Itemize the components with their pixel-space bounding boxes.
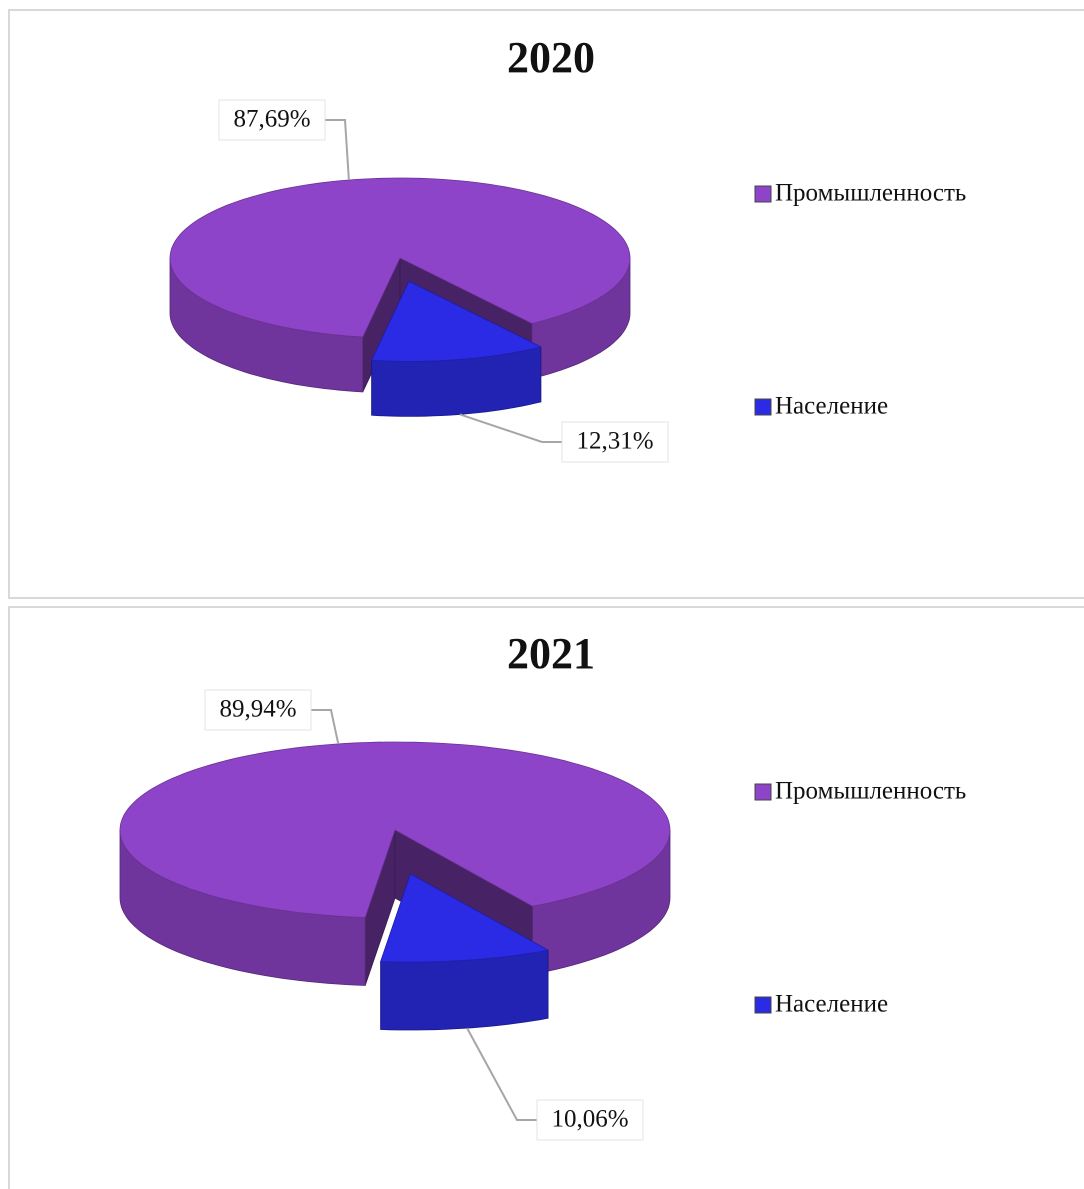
legend-swatch <box>754 783 772 801</box>
data-label-box <box>218 99 326 141</box>
legend-swatch <box>754 185 772 203</box>
data-label-box <box>536 1099 644 1141</box>
chart-title: 2021 <box>507 629 595 678</box>
legend-swatch <box>754 996 772 1014</box>
data-label: 10,06% <box>551 1106 628 1133</box>
leader-line <box>325 119 350 181</box>
data-label: 12,31% <box>576 428 653 455</box>
slice-top <box>371 280 542 362</box>
chart-title: 2020 <box>507 33 595 82</box>
leader-line <box>466 1027 537 1121</box>
legend-label: Население <box>775 991 888 1018</box>
legend-label: Население <box>775 393 888 420</box>
data-label: 87,69% <box>233 106 310 133</box>
leader-line <box>311 709 340 745</box>
data-label: 89,94% <box>219 696 296 723</box>
leader-line <box>459 413 562 443</box>
slice-top <box>380 873 550 963</box>
data-label-box <box>561 421 669 463</box>
pie-slice <box>380 873 550 1031</box>
legend-label: Промышленность <box>775 180 966 207</box>
legend-swatch <box>754 398 772 416</box>
pie-slice <box>371 280 542 417</box>
legend-label: Промышленность <box>775 778 966 805</box>
data-label-box <box>204 689 312 731</box>
